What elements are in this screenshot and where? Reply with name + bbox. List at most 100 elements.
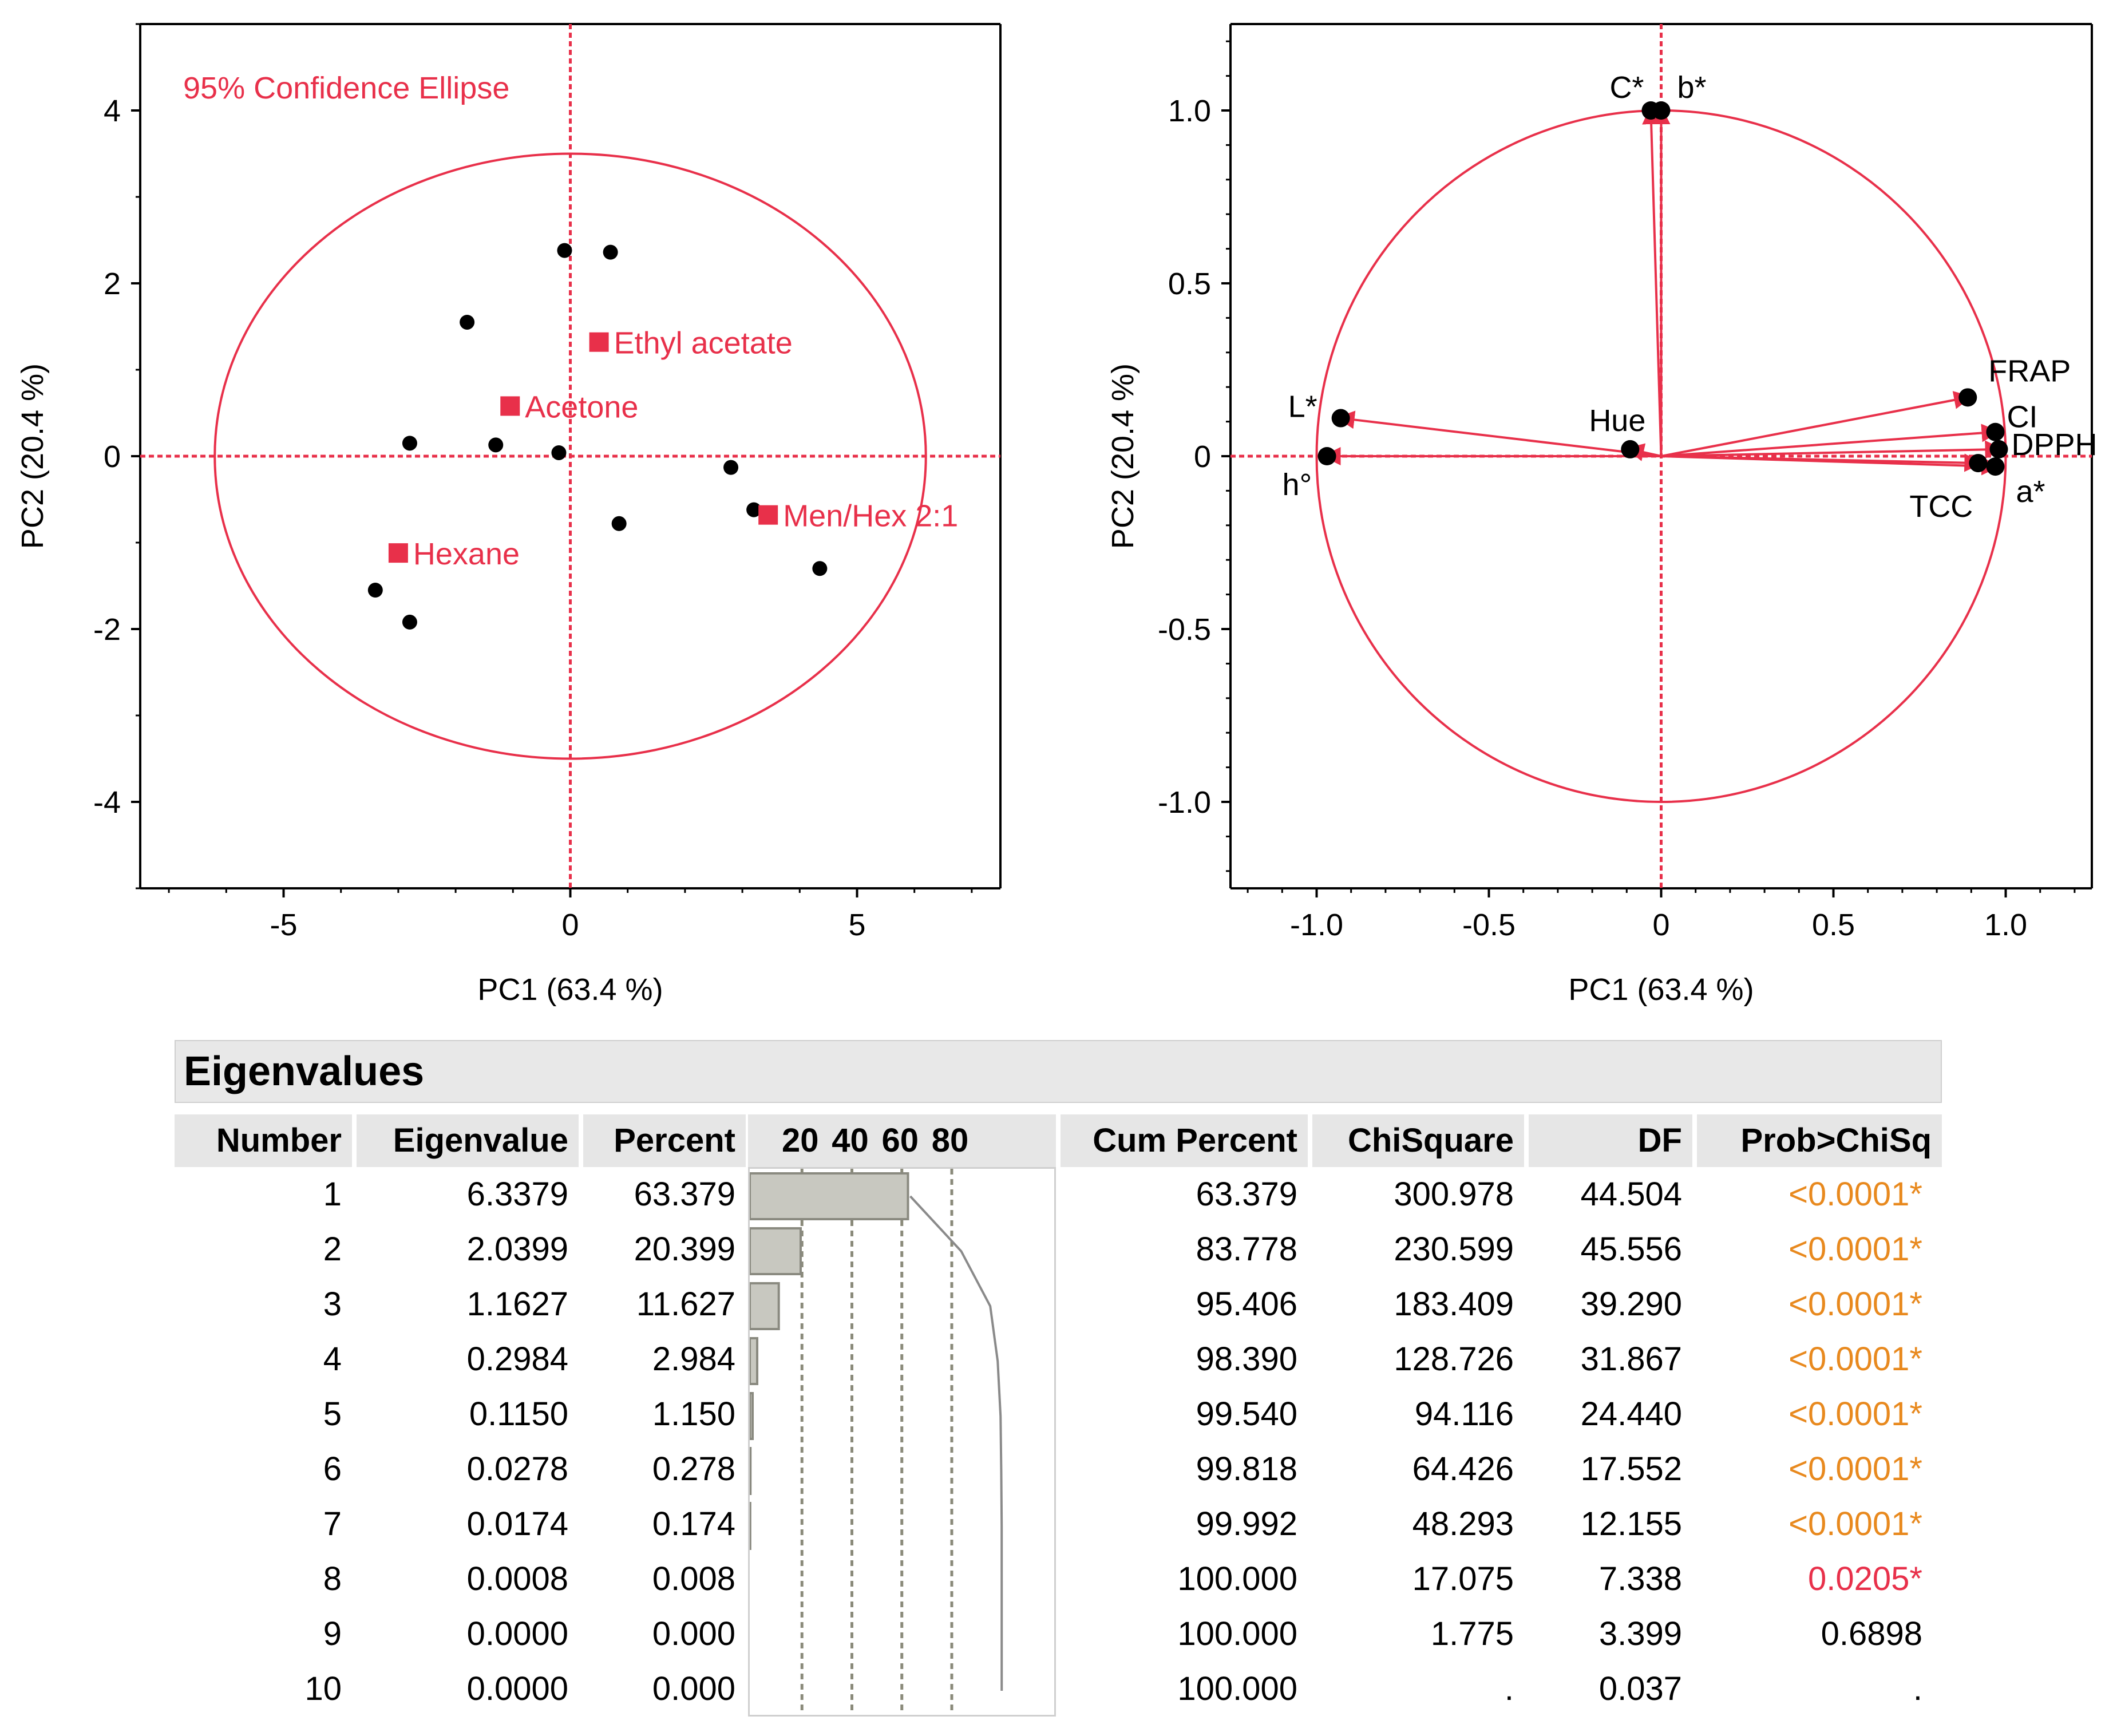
group-mean-marker xyxy=(589,332,609,352)
bar-axis-tick-label: 40 xyxy=(832,1122,869,1159)
cell-df: 12.155 xyxy=(1580,1505,1682,1543)
cell-cum-percent: 83.778 xyxy=(1196,1231,1297,1268)
cell-eigenvalue: 2.0399 xyxy=(466,1231,568,1268)
loading-y-tick-label: 0 xyxy=(1194,440,1211,474)
cell-df: 31.867 xyxy=(1580,1340,1682,1378)
percent-bar-chart-box xyxy=(748,1167,1056,1717)
cell-prob-chisq: 0.6898 xyxy=(1821,1615,1922,1652)
confidence-ellipse-label: 95% Confidence Ellipse xyxy=(183,71,509,105)
cell-prob-chisq: <0.0001* xyxy=(1789,1450,1922,1488)
cell-percent: 20.399 xyxy=(634,1231,735,1268)
cell-percent: 63.379 xyxy=(634,1176,735,1213)
cell-df: 17.552 xyxy=(1580,1450,1682,1488)
loading-plot: -1.0 -0.5 0 0.5 1.0 -1.0 -0.5 0 0.5 1.0 PC1 (63.4 … xyxy=(1106,23,2097,1007)
score-point xyxy=(812,561,828,576)
cell-chisquare: 48.293 xyxy=(1412,1505,1514,1543)
loading-point xyxy=(1986,422,2005,441)
loading-x-axis-label: PC1 (63.4 %) xyxy=(1568,972,1754,1007)
score-y-tick-label: -2 xyxy=(93,612,121,647)
loading-label: TCC xyxy=(1909,489,1973,524)
bar-axis-tick-label: 20 xyxy=(781,1122,819,1159)
cell-cum-percent: 99.818 xyxy=(1196,1450,1297,1488)
cell-chisquare: 94.116 xyxy=(1414,1395,1514,1433)
cell-cum-percent: 100.000 xyxy=(1177,1615,1297,1652)
cell-cum-percent: 98.390 xyxy=(1196,1340,1297,1378)
col-header-prob-chisq: Prob>ChiSq xyxy=(1697,1114,1942,1167)
percent-bar-chart xyxy=(749,1169,1003,1715)
score-y-tick-label: 2 xyxy=(104,267,121,301)
score-x-axis-label: PC1 (63.4 %) xyxy=(477,972,663,1007)
loading-point xyxy=(1958,388,1977,407)
cell-chisquare: 183.409 xyxy=(1394,1286,1514,1323)
cell-prob-chisq: <0.0001* xyxy=(1789,1395,1922,1433)
cell-number: 5 xyxy=(323,1395,342,1433)
cell-chisquare: 64.426 xyxy=(1412,1450,1514,1488)
cell-df: 7.338 xyxy=(1598,1560,1682,1597)
group-mean-label: Men/Hex 2:1 xyxy=(783,499,958,533)
group-mean-label: Acetone xyxy=(525,390,638,424)
cell-prob-chisq: <0.0001* xyxy=(1789,1286,1922,1323)
cell-percent: 0.000 xyxy=(652,1670,735,1707)
loading-y-tick-label: -1.0 xyxy=(1158,785,1211,820)
cell-number: 8 xyxy=(323,1560,342,1597)
loading-x-tick-label: -1.0 xyxy=(1290,908,1343,942)
loading-point xyxy=(1652,101,1671,120)
col-header-df: DF xyxy=(1529,1114,1692,1167)
loading-label: CI xyxy=(2007,400,2037,434)
cell-prob-chisq: <0.0001* xyxy=(1789,1231,1922,1268)
loading-y-axis-label: PC2 (20.4 %) xyxy=(1106,363,1140,549)
cell-eigenvalue: 0.1150 xyxy=(469,1395,568,1433)
cell-percent: 0.008 xyxy=(652,1560,735,1597)
cell-chisquare: 128.726 xyxy=(1394,1340,1514,1378)
score-x-tick-label: -5 xyxy=(270,908,297,942)
loading-y-tick-label: 1.0 xyxy=(1168,94,1211,128)
cell-prob-chisq: . xyxy=(1913,1670,1922,1707)
cell-chisquare: 300.978 xyxy=(1394,1176,1514,1213)
loading-label: L* xyxy=(1288,390,1317,424)
cell-df: 44.504 xyxy=(1580,1176,1682,1213)
score-x-tick-label: 5 xyxy=(848,908,865,942)
loading-label: C* xyxy=(1609,70,1644,105)
cell-df: 45.556 xyxy=(1580,1231,1682,1268)
cumulative-percent-line xyxy=(909,1195,1003,1691)
percent-bar xyxy=(749,1172,909,1220)
cell-percent: 1.150 xyxy=(652,1395,735,1433)
loading-y-tick-label: -0.5 xyxy=(1158,612,1211,647)
score-y-axis-label: PC2 (20.4 %) xyxy=(15,363,50,549)
cell-chisquare: 17.075 xyxy=(1412,1560,1514,1597)
cell-cum-percent: 100.000 xyxy=(1177,1560,1297,1597)
group-mean-marker xyxy=(500,396,520,416)
score-point xyxy=(402,436,417,451)
group-mean-label: Ethyl acetate xyxy=(614,326,793,361)
col-header-eigenvalue: Eigenvalue xyxy=(357,1114,579,1167)
cell-df: 39.290 xyxy=(1580,1286,1682,1323)
loading-point xyxy=(1331,409,1350,428)
loading-label: a* xyxy=(2016,474,2045,509)
col-header-chisquare: ChiSquare xyxy=(1312,1114,1524,1167)
loading-arrow xyxy=(1642,106,1663,457)
cell-number: 7 xyxy=(323,1505,342,1543)
cell-number: 3 xyxy=(323,1286,342,1323)
percent-bar xyxy=(749,1392,754,1440)
score-point xyxy=(402,614,417,630)
loading-point xyxy=(1986,457,2005,476)
score-point xyxy=(746,502,762,517)
loading-point xyxy=(1621,440,1640,458)
confidence-ellipse xyxy=(213,152,927,760)
cell-cum-percent: 63.379 xyxy=(1196,1176,1297,1213)
col-header-percent: Percent xyxy=(583,1114,746,1167)
cell-number: 6 xyxy=(323,1450,342,1488)
loading-x-tick-label: 0 xyxy=(1652,908,1669,942)
cell-eigenvalue: 0.0008 xyxy=(466,1560,568,1597)
cell-df: 24.440 xyxy=(1580,1395,1682,1433)
score-point xyxy=(488,437,504,453)
cell-eigenvalue: 0.2984 xyxy=(466,1340,568,1378)
col-header-number: Number xyxy=(175,1114,352,1167)
score-point xyxy=(611,516,627,531)
score-y-tick-label: -4 xyxy=(93,785,121,820)
score-y-tick-label: 0 xyxy=(104,440,121,474)
cell-eigenvalue: 1.1627 xyxy=(466,1286,568,1323)
loading-point xyxy=(1989,440,2008,458)
cell-number: 9 xyxy=(323,1615,342,1652)
eigenvalues-title: Eigenvalues xyxy=(175,1040,1942,1103)
